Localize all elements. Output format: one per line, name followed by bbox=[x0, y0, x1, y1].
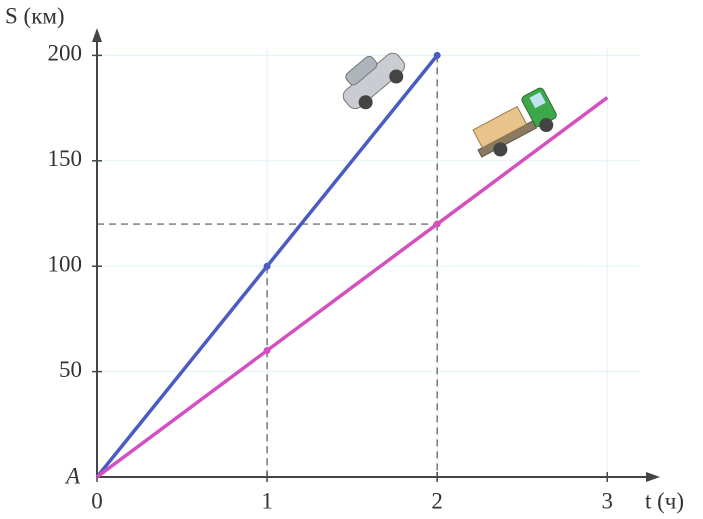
truck-icon bbox=[472, 87, 557, 158]
point bbox=[263, 347, 271, 355]
origin-label: A bbox=[64, 463, 81, 488]
x-axis-label: t (ч) bbox=[645, 488, 684, 513]
point bbox=[433, 51, 441, 59]
x-tick-label: 2 bbox=[431, 488, 443, 513]
x-tick-label: 3 bbox=[602, 488, 614, 513]
x-tick-label: 0 bbox=[91, 488, 103, 513]
point bbox=[433, 220, 441, 228]
car-icon bbox=[342, 52, 405, 110]
series-line bbox=[95, 96, 609, 479]
y-axis-label: S (км) bbox=[5, 3, 65, 28]
y-tick-label: 50 bbox=[59, 357, 82, 382]
y-axis-arrow bbox=[92, 28, 102, 42]
point bbox=[263, 262, 271, 270]
x-axis-arrow bbox=[646, 472, 660, 482]
x-tick-label: 1 bbox=[261, 488, 273, 513]
y-tick-label: 200 bbox=[48, 41, 83, 66]
y-tick-label: 150 bbox=[48, 146, 83, 171]
y-tick-label: 100 bbox=[48, 251, 83, 276]
